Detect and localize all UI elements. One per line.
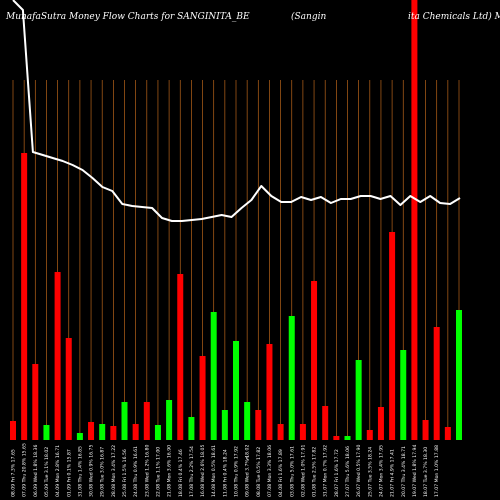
x-tick-label: 30.08 Wed 0.9% 16.75 (89, 445, 95, 497)
money-flow-bar (221, 410, 228, 440)
x-tick-label: 07.08 Mon 3.3% 18.06 (267, 445, 273, 497)
money-flow-bar (322, 406, 329, 440)
x-tick-label: 08.08 Tue 0.5% 17.82 (256, 447, 262, 497)
money-flow-bar (344, 436, 351, 440)
money-flow-bar (43, 425, 50, 440)
money-flow-bar (411, 0, 418, 440)
x-tick-label: 24.07 Mon 3.4% 17.95 (378, 445, 384, 497)
bar-series (10, 0, 462, 440)
money-flow-bar (422, 420, 429, 440)
money-flow-bar (255, 410, 262, 440)
money-flow-bar (288, 316, 295, 440)
x-tick-label: 28.07 Fri 1.6% 17.72 (334, 449, 340, 497)
money-flow-bar (444, 427, 451, 440)
x-tick-labels: 08.09 Fri 7.3% 17.65 07.09 Thu 20.8% 15.6… (11, 443, 441, 497)
money-flow-bar (166, 400, 173, 440)
x-tick-label: 17.07 Mon 1.0% 17.88 (434, 445, 440, 497)
x-tick-label: 01.09 Fri 0.1% 15.87 (66, 449, 72, 497)
money-flow-bar (132, 424, 139, 440)
price-line (12, 0, 461, 222)
chart-title-left: MunafaSutra Money Flow Charts for SANGIN… (5, 12, 250, 22)
money-flow-bar (377, 407, 384, 440)
x-tick-label: 31.07 Mon 0.7% 17.92 (323, 445, 329, 497)
x-tick-label: 17.08 Thu 2.2% 17.54 (189, 446, 195, 497)
money-flow-bar (99, 424, 106, 440)
money-flow-bar (143, 402, 150, 440)
money-flow-bar (355, 360, 362, 440)
money-flow-bar (76, 433, 83, 440)
x-tick-label: 16.08 Wed 2.6% 18.05 (200, 445, 206, 497)
x-tick-label: 05.09 Tue 3.1% 18.02 (44, 447, 50, 497)
money-flow-bar (65, 338, 72, 440)
x-tick-label: 09.08 Wed 3.7% 18.02 (245, 445, 251, 497)
x-tick-label: 25.08 Fri 1.5% 16.56 (122, 449, 128, 497)
money-flow-bar (366, 430, 373, 440)
chart-title-right: ita Chemicals Ltd) M (408, 11, 500, 22)
x-axis-unit-label: € (246, 456, 249, 462)
money-flow-bar (400, 350, 407, 440)
money-flow-bar (389, 232, 396, 440)
price-line-series (12, 0, 461, 222)
x-tick-label: 01.08 Tue 2.5% 17.82 (312, 447, 318, 497)
x-tick-label: 04.09 Mon 2.8% 16.71 (55, 445, 61, 497)
money-flow-bar (21, 153, 28, 440)
money-flow-bar (199, 356, 206, 440)
money-flow-bar (433, 327, 440, 440)
money-flow-bar (154, 425, 161, 440)
x-tick-label: 04.08 Fri 1.6% 17.89 (278, 449, 284, 497)
money-flow-bar (266, 344, 273, 440)
money-flow-bar (54, 272, 61, 440)
x-tick-label: 28.08 Mon 3.4% 17.22 (111, 445, 117, 497)
x-tick-label: 06.09 Wed 1.8% 18.36 (33, 445, 39, 497)
x-tick-label: 26.07 Wed 0.5% 17.90 (356, 445, 362, 497)
x-tick-label: 18.07 Tue 3.7% 18.30 (423, 447, 429, 497)
money-flow-bar (311, 281, 318, 440)
money-flow-bar (188, 417, 195, 440)
x-tick-label: 21.08 Mon 3.6% 16.90 (167, 445, 173, 497)
money-flow-bar (299, 424, 306, 440)
chart-title-mid: (Sangin (291, 11, 326, 22)
x-tick-label: 18.08 Fri 0.4% 17.46 (178, 449, 184, 497)
money-flow-bar (10, 421, 16, 440)
x-tick-label: 03.08 Thu 5.0% 17.61 (289, 446, 295, 497)
x-tick-label: 10.08 Thu 0.9% 17.92 (234, 446, 240, 497)
money-flow-bar (88, 422, 95, 440)
x-tick-label: 14.08 Mon 0.5% 18.61 (211, 445, 217, 497)
x-tick-label: 27.07 Thu 5.6% 18.06 (345, 446, 351, 497)
x-tick-label: 23.08 Wed 1.2% 16.80 (144, 445, 150, 497)
x-tick-label: 19.07 Wed 1.8% 17.94 (412, 445, 418, 497)
money-flow-bar (456, 310, 462, 440)
x-tick-label: 29.08 Tue 3.0% 16.87 (100, 447, 106, 497)
money-flow-bar (333, 436, 340, 440)
x-tick-label: 24.08 Thu 0.9% 16.61 (133, 446, 139, 497)
money-flow-bar (32, 364, 39, 440)
x-tick-label: 31.08 Thu 1.4% 16.85 (77, 446, 83, 497)
money-flow-bar (110, 426, 117, 440)
x-tick-label: 20.07 Thu 3.4% 18.71 (401, 446, 407, 497)
money-flow-bar (277, 424, 284, 440)
x-tick-label: 22.08 Tue 1.1% 17.00 (155, 447, 161, 497)
x-tick-label: 07.09 Thu 20.8% 15.65 (22, 443, 28, 497)
x-tick-label: 25.07 Tue 3.5% 18.24 (367, 447, 373, 497)
x-tick-label: 08.09 Fri 7.3% 17.65 (11, 449, 17, 497)
money-flow-bar (210, 312, 217, 440)
x-tick-label: 02.08 Wed 1.0% 17.91 (300, 445, 306, 497)
money-flow-bar (177, 274, 184, 440)
money-flow-bar (233, 341, 239, 440)
x-tick-label: 21.07 Fri 4.9% 17.41 (390, 449, 396, 497)
money-flow-bar (244, 402, 251, 440)
x-tick-label: 11.08 Fri 0.4% 18.24 (222, 449, 228, 497)
money-flow-bar (121, 402, 128, 440)
